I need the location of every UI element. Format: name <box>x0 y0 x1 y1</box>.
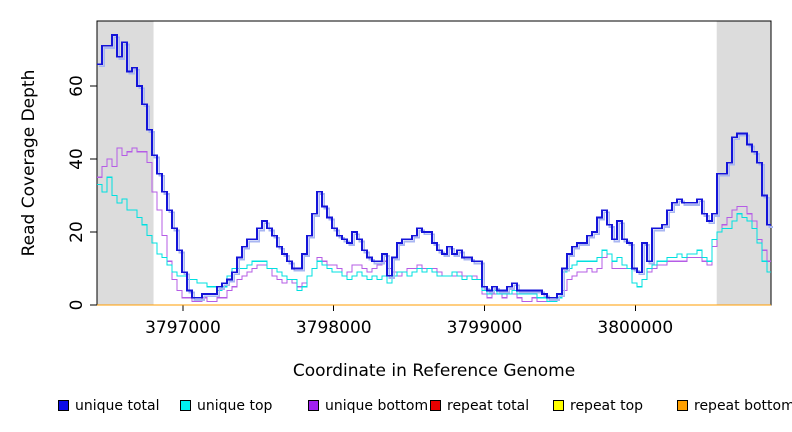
legend-label: repeat total <box>447 398 530 414</box>
legend-swatch-unique-top <box>180 400 191 411</box>
x-tick-label: 3800000 <box>597 318 674 338</box>
y-tick-label: 20 <box>67 221 87 243</box>
y-tick-label: 40 <box>67 148 87 170</box>
series-line-unique-top <box>97 176 771 302</box>
x-tick-label: 3797000 <box>145 318 221 338</box>
legend-swatch-unique-total <box>58 400 69 411</box>
x-tick-label: 3799000 <box>446 318 523 338</box>
y-tick-label: 60 <box>67 75 87 97</box>
x-axis-label: Coordinate in Reference Genome <box>292 361 576 381</box>
y-tick-label: 0 <box>67 299 87 311</box>
legend-swatch-repeat-top <box>553 400 564 411</box>
right-shaded-region <box>716 21 771 305</box>
legend-label: unique top <box>197 398 273 414</box>
legend-swatch-repeat-total <box>430 400 441 411</box>
legend-swatch-repeat-bottom <box>677 400 688 411</box>
left-shaded-region <box>97 21 154 305</box>
legend-label: repeat top <box>570 398 644 414</box>
legend-label: unique bottom <box>325 398 429 414</box>
legend-label: unique total <box>75 398 160 414</box>
plot-frame <box>96 20 772 306</box>
y-axis-label: Read Coverage Depth <box>19 69 39 257</box>
series-line-unique-total-shadow <box>99 36 774 301</box>
legend-label: repeat bottom <box>694 398 792 414</box>
legend-swatch-unique-bottom <box>308 400 319 411</box>
series-line-unique-total <box>97 34 771 299</box>
x-tick-label: 3798000 <box>295 318 372 338</box>
